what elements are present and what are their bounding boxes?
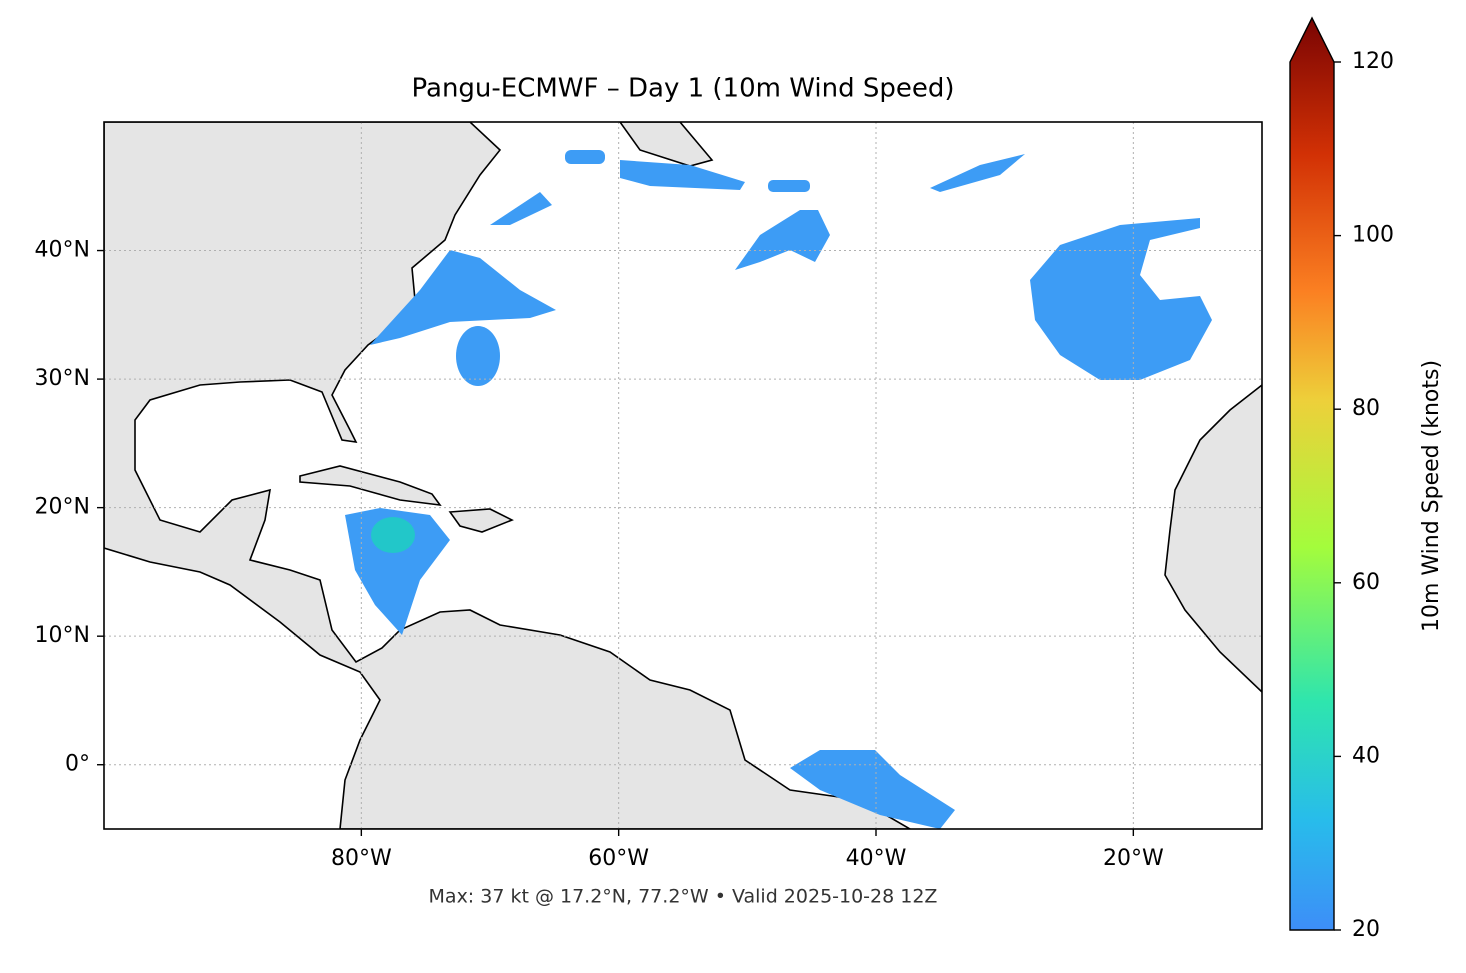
map-frame: [103, 121, 1263, 830]
colorbar-tick-label: 60: [1352, 570, 1380, 595]
africa: [1164, 383, 1262, 694]
newfoundland: [619, 122, 714, 167]
y-tick-label: 20°N: [35, 495, 90, 520]
wind-area: [565, 150, 605, 164]
map: [104, 122, 1262, 829]
americas: [104, 122, 912, 829]
wind-area: [370, 250, 556, 345]
wind-area: [1030, 218, 1212, 380]
x-tick-label: 20°W: [1103, 846, 1164, 871]
x-tick-label: 60°W: [588, 846, 649, 871]
wind-area: [768, 180, 810, 192]
colorbar: [1289, 16, 1335, 931]
hispaniola: [448, 508, 514, 533]
wind-area: [735, 210, 830, 270]
wind-area: [345, 508, 450, 635]
wind-area: [620, 160, 745, 190]
y-tick-label: 30°N: [35, 366, 90, 391]
y-tick-label: 0°: [65, 752, 90, 777]
colorbar-label: 10m Wind Speed (knots): [1419, 360, 1444, 632]
colorbar-tick-label: 80: [1352, 396, 1380, 421]
wind-area: [456, 326, 500, 386]
colorbar-tick-label: 120: [1352, 49, 1394, 74]
x-tick-label: 40°W: [846, 846, 907, 871]
colorbar-tick-label: 100: [1352, 223, 1394, 248]
caption: Max: 37 kt @ 17.2°N, 77.2°W • Valid 2025…: [429, 886, 938, 908]
x-tick-label: 80°W: [331, 846, 392, 871]
colorbar-tick-label: 20: [1352, 917, 1380, 942]
y-tick-label: 10°N: [35, 623, 90, 648]
wind-area: [490, 192, 552, 225]
wind-core: [371, 517, 415, 553]
chart-title: Pangu-ECMWF – Day 1 (10m Wind Speed): [412, 74, 955, 104]
colorbar-tick-label: 40: [1352, 743, 1380, 768]
grid: [104, 122, 1262, 829]
wind-area: [930, 154, 1025, 192]
wind-area: [790, 750, 955, 829]
cuba: [299, 465, 442, 507]
y-tick-label: 40°N: [35, 238, 90, 263]
